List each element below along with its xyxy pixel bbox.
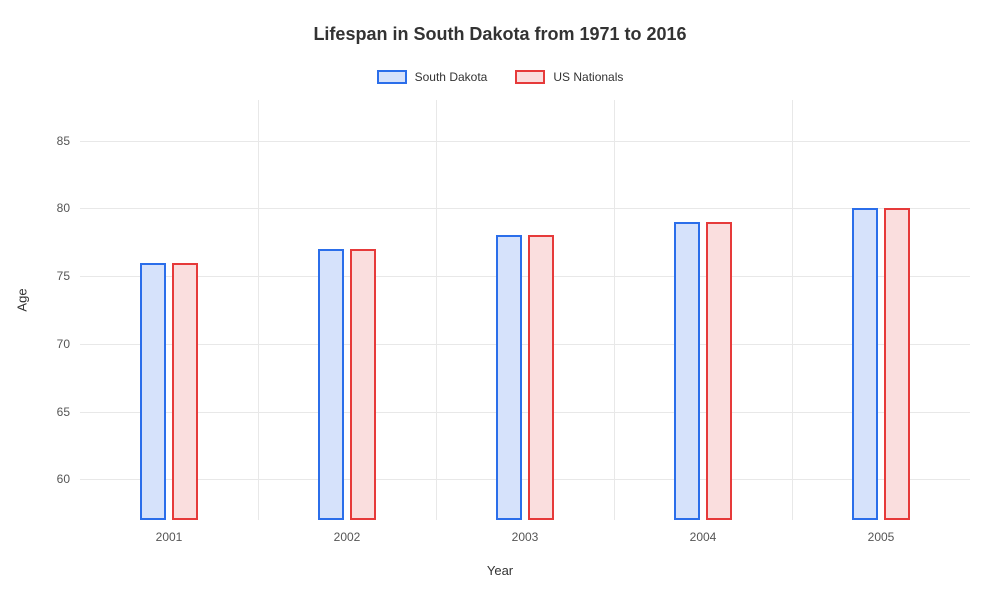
plot-area: 60657075808520012002200320042005 xyxy=(80,100,970,520)
gridline xyxy=(80,141,970,142)
bar xyxy=(318,249,345,520)
bar xyxy=(350,249,377,520)
gridline-vertical xyxy=(258,100,259,520)
y-tick-label: 65 xyxy=(57,405,80,419)
gridline-vertical xyxy=(436,100,437,520)
bar xyxy=(496,235,523,520)
legend-swatch xyxy=(515,70,545,84)
gridline xyxy=(80,344,970,345)
y-tick-label: 70 xyxy=(57,337,80,351)
gridline xyxy=(80,276,970,277)
bar xyxy=(528,235,555,520)
x-tick-label: 2001 xyxy=(156,520,183,544)
legend-swatch xyxy=(377,70,407,84)
y-axis-label: Age xyxy=(15,288,30,311)
gridline-vertical xyxy=(614,100,615,520)
gridline xyxy=(80,412,970,413)
legend-label: South Dakota xyxy=(415,70,488,84)
y-tick-label: 75 xyxy=(57,269,80,283)
bar xyxy=(674,222,701,520)
chart-title: Lifespan in South Dakota from 1971 to 20… xyxy=(0,24,1000,45)
x-axis-label: Year xyxy=(0,563,1000,578)
legend: South Dakota US Nationals xyxy=(0,70,1000,84)
chart-container: Lifespan in South Dakota from 1971 to 20… xyxy=(0,0,1000,600)
gridline xyxy=(80,479,970,480)
y-tick-label: 60 xyxy=(57,472,80,486)
bar xyxy=(706,222,733,520)
gridline-vertical xyxy=(792,100,793,520)
bar xyxy=(884,208,911,520)
legend-label: US Nationals xyxy=(553,70,623,84)
x-tick-label: 2003 xyxy=(512,520,539,544)
bar xyxy=(852,208,879,520)
x-tick-label: 2002 xyxy=(334,520,361,544)
y-tick-label: 80 xyxy=(57,201,80,215)
x-tick-label: 2004 xyxy=(690,520,717,544)
legend-item: US Nationals xyxy=(515,70,623,84)
bar xyxy=(172,263,199,520)
y-tick-label: 85 xyxy=(57,134,80,148)
legend-item: South Dakota xyxy=(377,70,488,84)
x-tick-label: 2005 xyxy=(868,520,895,544)
gridline xyxy=(80,208,970,209)
bar xyxy=(140,263,167,520)
